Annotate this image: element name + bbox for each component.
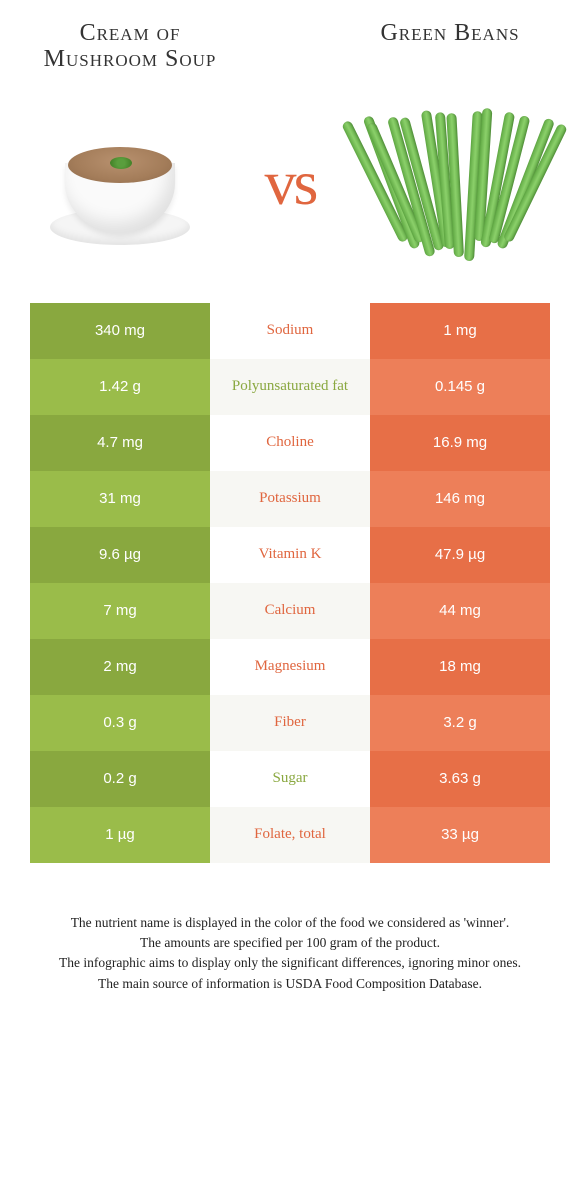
beans-illustration	[370, 103, 550, 263]
nutrient-label: Choline	[210, 415, 370, 471]
nutrient-label: Sodium	[210, 303, 370, 359]
table-row: 0.3 gFiber3.2 g	[30, 695, 550, 751]
nutrient-label: Potassium	[210, 471, 370, 527]
table-row: 2 mgMagnesium18 mg	[30, 639, 550, 695]
right-value: 33 µg	[370, 807, 550, 863]
table-row: 340 mgSodium1 mg	[30, 303, 550, 359]
right-value: 3.63 g	[370, 751, 550, 807]
right-value: 0.145 g	[370, 359, 550, 415]
nutrient-label: Magnesium	[210, 639, 370, 695]
comparison-table: 340 mgSodium1 mg1.42 gPolyunsaturated fa…	[30, 303, 550, 863]
footer-line: The amounts are specified per 100 gram o…	[40, 933, 540, 953]
images-row: vs	[30, 103, 550, 263]
table-row: 0.2 gSugar3.63 g	[30, 751, 550, 807]
nutrient-label: Vitamin K	[210, 527, 370, 583]
soup-illustration	[30, 103, 210, 263]
right-value: 1 mg	[370, 303, 550, 359]
right-value: 44 mg	[370, 583, 550, 639]
header: Cream of Mushroom Soup Green Beans	[30, 20, 550, 73]
left-value: 1.42 g	[30, 359, 210, 415]
nutrient-label: Folate, total	[210, 807, 370, 863]
table-row: 4.7 mgCholine16.9 mg	[30, 415, 550, 471]
table-row: 7 mgCalcium44 mg	[30, 583, 550, 639]
right-value: 16.9 mg	[370, 415, 550, 471]
left-value: 9.6 µg	[30, 527, 210, 583]
right-value: 18 mg	[370, 639, 550, 695]
right-food-title: Green Beans	[350, 20, 550, 46]
left-value: 1 µg	[30, 807, 210, 863]
left-value: 7 mg	[30, 583, 210, 639]
nutrient-label: Calcium	[210, 583, 370, 639]
nutrient-label: Fiber	[210, 695, 370, 751]
left-value: 4.7 mg	[30, 415, 210, 471]
left-value: 31 mg	[30, 471, 210, 527]
table-row: 9.6 µgVitamin K47.9 µg	[30, 527, 550, 583]
left-value: 340 mg	[30, 303, 210, 359]
nutrient-label: Polyunsaturated fat	[210, 359, 370, 415]
right-value: 146 mg	[370, 471, 550, 527]
footer-line: The nutrient name is displayed in the co…	[40, 913, 540, 933]
footer-line: The main source of information is USDA F…	[40, 974, 540, 994]
left-food-title: Cream of Mushroom Soup	[30, 20, 230, 73]
right-value: 47.9 µg	[370, 527, 550, 583]
left-value: 2 mg	[30, 639, 210, 695]
nutrient-label: Sugar	[210, 751, 370, 807]
right-value: 3.2 g	[370, 695, 550, 751]
table-row: 31 mgPotassium146 mg	[30, 471, 550, 527]
left-value: 0.2 g	[30, 751, 210, 807]
footer-line: The infographic aims to display only the…	[40, 953, 540, 973]
left-value: 0.3 g	[30, 695, 210, 751]
table-row: 1 µgFolate, total33 µg	[30, 807, 550, 863]
vs-label: vs	[265, 146, 316, 220]
table-row: 1.42 gPolyunsaturated fat0.145 g	[30, 359, 550, 415]
footer-notes: The nutrient name is displayed in the co…	[30, 913, 550, 994]
